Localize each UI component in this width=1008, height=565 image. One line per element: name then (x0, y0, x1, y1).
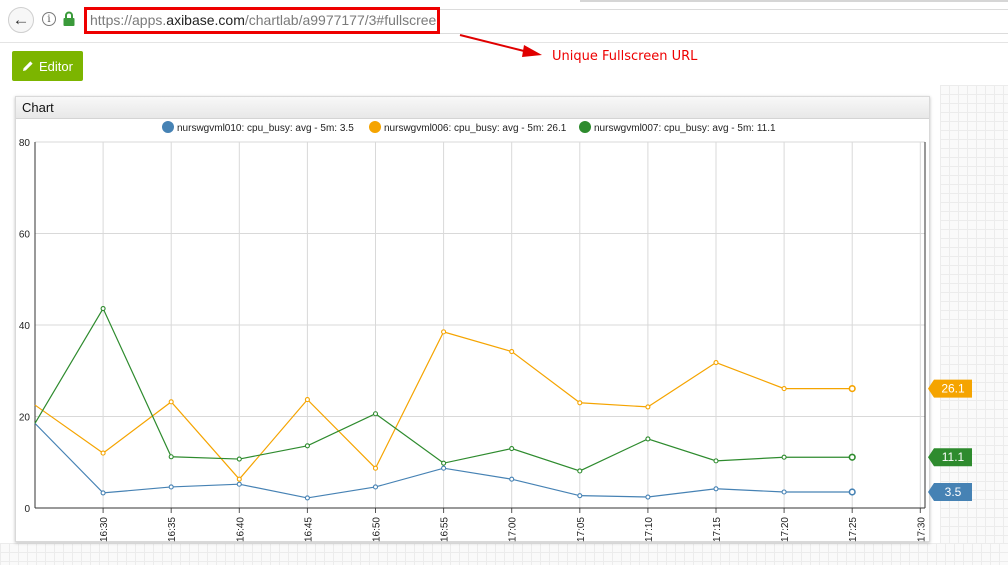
value-badge-label: 26.1 (941, 382, 965, 396)
y-tick-label: 0 (24, 504, 30, 515)
value-badge (928, 379, 972, 398)
url-prefix: https://apps. (90, 12, 167, 28)
data-point (713, 486, 719, 492)
lock-icon (63, 11, 75, 26)
data-point (372, 411, 379, 417)
data-point (441, 460, 447, 466)
value-badge-label: 3.5 (945, 485, 962, 499)
y-tick-label: 80 (19, 138, 31, 149)
x-tick-label: 16:30 (99, 517, 110, 542)
address-bar-field[interactable] (440, 9, 1008, 34)
annotation-arrow (459, 34, 542, 57)
data-point (236, 456, 242, 462)
legend-label: nurswgvml006: cpu_busy: avg - 5m: 26.1 (384, 123, 567, 134)
x-tick-label: 16:55 (440, 517, 451, 542)
data-point (577, 493, 583, 499)
url-path: /chartlab/a9977177/3#fullscreen (244, 12, 440, 28)
legend-label: nurswgvml007: cpu_busy: avg - 5m: 11.1 (594, 123, 776, 134)
data-point (100, 490, 106, 496)
data-point (577, 400, 583, 406)
data-point (168, 399, 174, 405)
data-point (509, 348, 515, 355)
data-point (848, 453, 856, 461)
editor-button-label: Editor (39, 58, 73, 74)
x-tick-label: 17:25 (848, 517, 859, 542)
y-tick-label: 20 (19, 413, 31, 424)
data-point (100, 450, 106, 456)
info-icon[interactable]: i (42, 12, 56, 26)
y-tick-label: 60 (19, 230, 31, 241)
chart-panel: Chart (15, 96, 930, 542)
annotation-note: Unique Fullscreen URL (552, 49, 698, 64)
x-tick-label: 17:30 (916, 517, 927, 542)
legend-label: nurswgvml010: cpu_busy: avg - 5m: 3.5 (177, 123, 354, 134)
data-point (236, 476, 242, 482)
data-point (304, 397, 310, 403)
data-point (781, 489, 787, 495)
pencil-icon (23, 61, 33, 71)
browser-toolbar: ← i https://apps.axibase.com/chartlab/a9… (0, 0, 1008, 43)
data-point (168, 484, 174, 490)
value-badge-label: 11.1 (942, 450, 965, 464)
data-point (713, 458, 719, 464)
data-point (509, 476, 515, 482)
x-tick-label: 16:50 (372, 517, 383, 542)
address-bar[interactable]: https://apps.axibase.com/chartlab/a99771… (84, 7, 440, 34)
panel-title: Chart (16, 97, 929, 119)
data-point (372, 465, 379, 471)
data-point (372, 484, 379, 490)
x-tick-label: 17:10 (644, 517, 655, 542)
editor-button[interactable]: Editor (12, 51, 83, 81)
data-point (781, 454, 787, 460)
back-arrow-icon[interactable]: ← (8, 7, 34, 33)
data-point (577, 468, 583, 474)
background-grid (940, 85, 1008, 565)
data-point (441, 465, 447, 471)
data-point (441, 329, 447, 335)
x-tick-label: 16:40 (235, 517, 246, 542)
data-point (100, 305, 106, 312)
legend-marker (579, 121, 591, 133)
x-tick-label: 17:05 (576, 517, 587, 542)
data-point (848, 488, 856, 496)
data-point (848, 384, 856, 393)
value-badge (928, 482, 972, 501)
legend-marker (369, 121, 381, 133)
data-point (645, 494, 651, 500)
x-tick-label: 16:45 (303, 517, 314, 542)
data-point (168, 454, 174, 460)
url-domain: axibase.com (166, 12, 245, 28)
background-grid-bottom (0, 543, 1008, 565)
data-point (645, 436, 651, 442)
data-point (236, 481, 242, 487)
x-tick-label: 17:20 (780, 517, 791, 542)
data-point (304, 495, 310, 501)
data-point (645, 404, 651, 410)
data-point (713, 359, 719, 366)
data-point (509, 445, 515, 452)
data-point (304, 443, 310, 449)
y-tick-label: 40 (19, 321, 31, 332)
x-tick-label: 16:35 (167, 517, 178, 542)
window-edge (580, 0, 1008, 2)
x-tick-label: 17:15 (712, 517, 723, 542)
x-tick-label: 17:00 (508, 517, 519, 542)
data-point (781, 386, 787, 392)
legend-marker (162, 121, 174, 133)
value-badge (928, 448, 972, 467)
